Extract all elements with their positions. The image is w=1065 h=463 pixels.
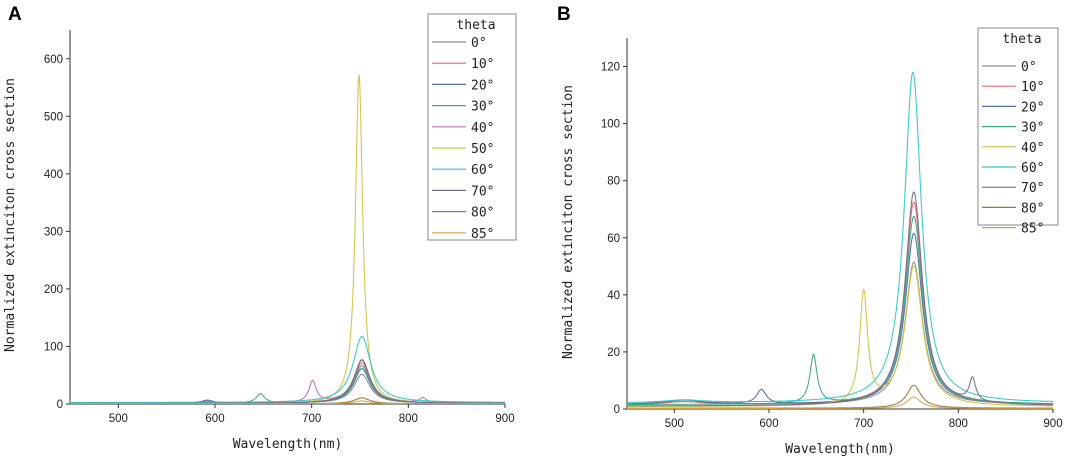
x-tick-label: 900	[495, 413, 514, 425]
series-line-9	[70, 400, 505, 404]
x-tick-label: 600	[205, 413, 224, 425]
legend-entry: 80°	[1021, 201, 1044, 216]
y-tick-label: 600	[44, 54, 63, 66]
legend-entry: 0°	[1021, 60, 1037, 75]
series-line-3	[70, 365, 505, 404]
y-tick-label: 20	[607, 347, 620, 359]
y-tick-label: 60	[607, 233, 620, 245]
legend-entry: 50°	[471, 142, 494, 157]
legend: theta 0° 10° 20° 30° 40° 60° 70° 80° 85°	[977, 27, 1059, 237]
panel-label: A	[8, 4, 22, 25]
y-tick-label: 300	[44, 226, 63, 238]
x-tick-label: 900	[1043, 418, 1062, 430]
series-line-0	[70, 373, 505, 404]
x-axis-title: Wavelength(nm)	[785, 442, 895, 457]
x-tick-label: 800	[949, 418, 968, 430]
y-tick-label: 0	[614, 404, 620, 416]
x-axis-title: Wavelength(nm)	[233, 437, 343, 452]
series-line-4	[627, 265, 1053, 408]
legend-entry: 30°	[1021, 121, 1044, 136]
legend-entry: 40°	[1021, 141, 1044, 156]
y-axis-title: Normalized extinciton cross section	[3, 78, 18, 352]
legend-entry: 70°	[1021, 181, 1044, 196]
legend-entry: 20°	[1021, 100, 1044, 115]
series-line-2	[70, 368, 505, 404]
y-tick-label: 100	[44, 341, 63, 353]
series-line-1	[70, 362, 505, 404]
legend-entry: 0°	[471, 36, 487, 51]
legend-entry: 10°	[1021, 80, 1044, 95]
series-line-1	[627, 201, 1053, 405]
x-tick-label: 800	[399, 413, 418, 425]
legend-entry: 80°	[471, 206, 494, 221]
chart-panel-b: B 500 600 700 800 900 0 20 40 60 80 100 120 Wavelengt…	[557, 4, 1063, 457]
legend: theta 0° 10° 20° 30° 40° 50° 60° 70° 80° 85°	[427, 13, 517, 242]
y-tick-label: 120	[601, 62, 620, 74]
legend-entry: 40°	[471, 121, 494, 136]
legend-entry: 85°	[1021, 222, 1044, 237]
chart-panel-a: A 500 600 700 800 900 0 100 200 300 400 500 600 Wavel…	[3, 4, 517, 452]
x-tick-label: 700	[854, 418, 873, 430]
x-tick-label: 500	[665, 418, 684, 430]
legend-entry: 70°	[471, 184, 494, 199]
x-tick-label: 700	[302, 413, 321, 425]
series-group	[70, 74, 505, 404]
x-tick-label: 500	[109, 413, 128, 425]
legend-title: theta	[1002, 32, 1041, 47]
series-line-7	[70, 359, 505, 404]
series-line-8	[627, 396, 1053, 409]
series-line-4	[70, 359, 505, 404]
y-tick-label: 0	[57, 399, 63, 411]
y-tick-label: 100	[601, 119, 620, 131]
legend-entry: 20°	[471, 78, 494, 93]
legend-entry: 30°	[471, 100, 494, 115]
y-tick-label: 40	[607, 290, 620, 302]
y-tick-label: 80	[607, 176, 620, 188]
y-axis-title: Normalized extinciton cross section	[561, 85, 576, 359]
series-line-5	[627, 71, 1053, 403]
y-tick-label: 500	[44, 111, 63, 123]
y-tick-label: 400	[44, 169, 63, 181]
series-line-3	[627, 215, 1053, 405]
y-tick-label: 200	[44, 284, 63, 296]
series-group	[627, 71, 1053, 409]
series-line-6	[70, 335, 505, 404]
legend-entry: 60°	[1021, 161, 1044, 176]
legend-entry: 10°	[471, 57, 494, 72]
x-tick-label: 600	[759, 418, 778, 430]
legend-entry: 85°	[471, 227, 494, 242]
legend-title: theta	[456, 18, 495, 33]
series-line-0	[627, 261, 1053, 405]
series-line-2	[627, 232, 1053, 405]
series-line-6	[627, 191, 1053, 407]
legend-entry: 60°	[471, 163, 494, 178]
panel-label: B	[557, 4, 571, 25]
